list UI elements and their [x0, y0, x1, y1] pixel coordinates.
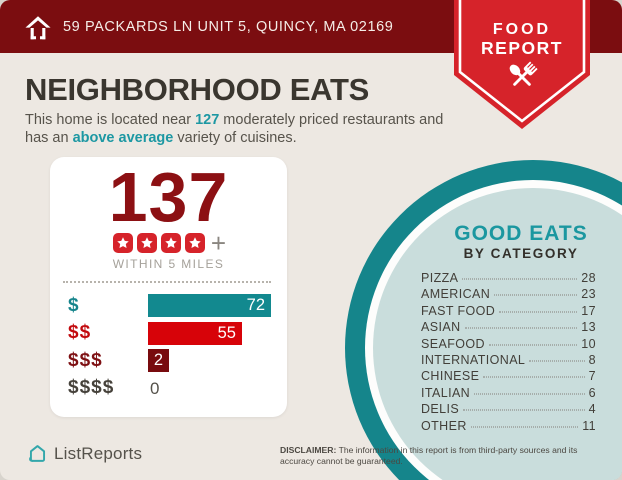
star-icon: [184, 232, 205, 253]
category-value: 13: [581, 320, 596, 335]
intro-text-part4: variety of cuisines.: [177, 130, 297, 146]
price-tier-label: $$: [68, 322, 92, 343]
price-tier-label: $$$: [68, 349, 103, 371]
page-title: NEIGHBORHOOD EATS: [25, 72, 369, 107]
category-label: ASIAN: [421, 320, 461, 335]
category-row: ASIAN 13: [421, 320, 596, 336]
category-row: OTHER 11: [421, 419, 596, 435]
category-value: 6: [588, 385, 596, 400]
variety-highlight: above average: [72, 130, 174, 146]
disclaimer-label: DISCLAIMER:: [280, 445, 337, 455]
badge-title-line2: REPORT: [481, 38, 563, 58]
category-row: INTERNATIONAL 8: [421, 353, 596, 369]
category-value: 8: [588, 352, 596, 367]
ribbon-shape: [454, 0, 590, 129]
category-value: 28: [581, 271, 596, 285]
category-panel-subtitle: BY CATEGORY: [463, 246, 579, 261]
category-list: PIZZA 28 AMERICAN 23 FAST FOOD 17 ASIAN 13 S…: [421, 271, 596, 435]
star-rating: +: [50, 227, 287, 258]
category-value: 7: [588, 369, 596, 384]
price-tier-label: $: [68, 294, 80, 316]
price-bar-chart: $ 72 $$ 55 $$$ 2 $$$$ 0: [68, 294, 271, 400]
listreports-house-icon: [29, 445, 46, 462]
price-bar-row: $$$$ 0: [68, 377, 271, 400]
restaurant-count: 137: [108, 158, 229, 236]
dotted-leader: [488, 344, 578, 346]
listreports-logo: ListReports: [27, 443, 142, 464]
category-row: AMERICAN 23: [421, 287, 596, 303]
category-row: DELIS 4: [421, 402, 596, 418]
price-bar: 55: [148, 321, 242, 345]
category-row: SEAFOOD 10: [421, 337, 596, 353]
dotted-leader: [499, 311, 578, 313]
dotted-leader: [470, 426, 579, 428]
intro-text-part1: This home is located near: [25, 112, 192, 128]
category-row: ITALIAN 6: [421, 386, 596, 402]
price-bar-row: $$$ 2: [68, 349, 271, 372]
plus-suffix: +: [210, 227, 227, 258]
category-label: DELIS: [421, 402, 460, 417]
category-panel-title: GOOD EATS: [454, 222, 588, 245]
star-icon: [136, 232, 157, 253]
category-label: OTHER: [421, 418, 467, 433]
category-label: INTERNATIONAL: [421, 352, 526, 367]
property-address: 59 PACKARDS LN UNIT 5, QUINCY, MA 02169: [63, 19, 394, 35]
category-value: 10: [581, 336, 596, 351]
star-icon: [160, 232, 181, 253]
price-bar: 72: [148, 294, 271, 317]
dotted-leader: [529, 360, 585, 362]
disclaimer-body: The information in this report is from t…: [280, 445, 578, 466]
category-label: CHINESE: [421, 369, 480, 384]
category-row: CHINESE 7: [421, 369, 596, 385]
category-label: PIZZA: [421, 271, 459, 285]
category-value: 4: [588, 402, 596, 417]
price-bar-row: $ 72: [68, 294, 271, 317]
zero-value: 0: [150, 378, 160, 398]
spoon-fork-icon: [509, 61, 538, 86]
category-label: ITALIAN: [421, 385, 471, 400]
dotted-leader: [483, 376, 585, 378]
food-report-badge: FOOD REPORT: [454, 0, 590, 130]
dotted-leader: [462, 278, 578, 280]
category-label: AMERICAN: [421, 287, 491, 302]
dotted-leader: [494, 294, 578, 296]
intro-text-part2: moderately priced restaurants and: [223, 112, 444, 128]
intro-text: This home is located near 127 moderately…: [25, 111, 475, 147]
category-value: 17: [581, 303, 596, 318]
price-tier-label: $$$$: [68, 377, 115, 398]
listreports-wordmark: ListReports: [54, 443, 143, 463]
dotted-leader: [464, 327, 578, 329]
category-row: PIZZA 28: [421, 271, 596, 287]
home-icon: [25, 16, 51, 40]
price-bar-row: $$ 55: [68, 321, 271, 345]
star-icon: [112, 232, 133, 253]
disclaimer-text: DISCLAIMER: The information in this repo…: [280, 445, 612, 466]
radius-caption: WITHIN 5 MILES: [112, 257, 225, 271]
category-row: FAST FOOD 17: [421, 304, 596, 320]
dotted-divider: [63, 281, 271, 283]
restaurant-count-highlight: 127: [195, 112, 220, 128]
category-label: FAST FOOD: [421, 303, 496, 318]
category-value: 23: [581, 287, 596, 302]
stats-card: 137 + WITHIN 5 MILES $ 72 $$ 55 $$$ 2: [50, 157, 287, 417]
dotted-leader: [474, 393, 585, 395]
category-value: 11: [582, 418, 596, 433]
intro-text-part3: has an: [25, 130, 69, 146]
category-label: SEAFOOD: [421, 336, 485, 351]
price-bar: 2: [148, 349, 169, 372]
badge-title-line1: FOOD: [492, 21, 552, 38]
dotted-leader: [463, 409, 585, 411]
